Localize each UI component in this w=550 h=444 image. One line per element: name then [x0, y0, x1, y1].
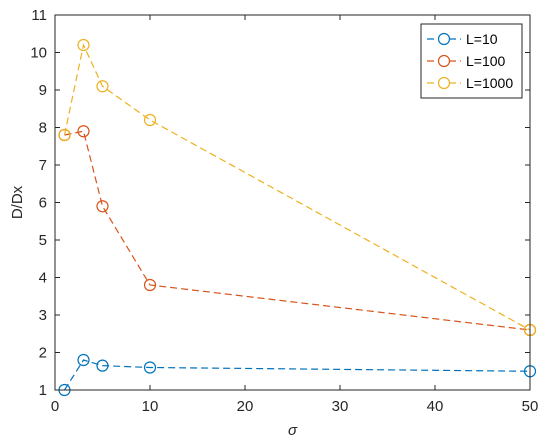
x-tick-label: 20 — [237, 398, 254, 415]
x-tick-label: 10 — [142, 398, 159, 415]
legend-box — [420, 23, 523, 99]
legend-marker — [437, 32, 451, 46]
x-axis: 0 10 20 30 40 50 — [51, 15, 539, 415]
data-point — [96, 359, 109, 372]
y-tick-label: 5 — [39, 232, 47, 249]
y-tick-label: 10 — [30, 45, 47, 62]
series-line-2 — [63, 43, 531, 331]
legend-label: L=1000 — [466, 75, 513, 91]
series-line-1 — [64, 130, 531, 331]
x-tick-label: 40 — [427, 398, 444, 415]
legend-label: L=10 — [466, 31, 498, 47]
data-point — [143, 361, 157, 374]
legend-marker — [437, 76, 451, 90]
y-tick-label: 3 — [39, 307, 47, 324]
y-tick-label: 2 — [39, 345, 47, 362]
x-tick-label: 0 — [51, 398, 59, 415]
x-tick-label: 30 — [332, 398, 349, 415]
series-line-0 — [63, 359, 531, 391]
data-point — [58, 128, 71, 142]
legend: L=10 L=100 L=1000 — [420, 23, 523, 99]
data-point — [96, 80, 109, 93]
y-tick-label: 7 — [39, 157, 47, 174]
y-tick-label: 4 — [39, 270, 47, 287]
data-point — [77, 38, 90, 52]
y-tick-label: 8 — [39, 120, 47, 137]
legend-label: L=100 — [466, 53, 506, 69]
y-tick-label: 9 — [39, 82, 47, 99]
x-axis-label: σ — [288, 422, 298, 439]
y-tick-label: 6 — [39, 195, 47, 212]
data-point — [96, 200, 109, 213]
x-tick-label: 50 — [522, 398, 539, 415]
y-tick-label: 11 — [31, 7, 47, 24]
y-tick-label: 1 — [39, 382, 47, 399]
legend-marker — [437, 54, 451, 68]
plot-area — [63, 43, 531, 391]
data-point — [77, 125, 90, 138]
data-point — [143, 113, 157, 127]
data-point — [77, 353, 90, 367]
y-axis-label: D/Dx — [9, 185, 26, 219]
y-axis: 1 2 3 4 5 6 7 8 9 10 11 — [30, 7, 530, 399]
data-point — [143, 278, 157, 292]
